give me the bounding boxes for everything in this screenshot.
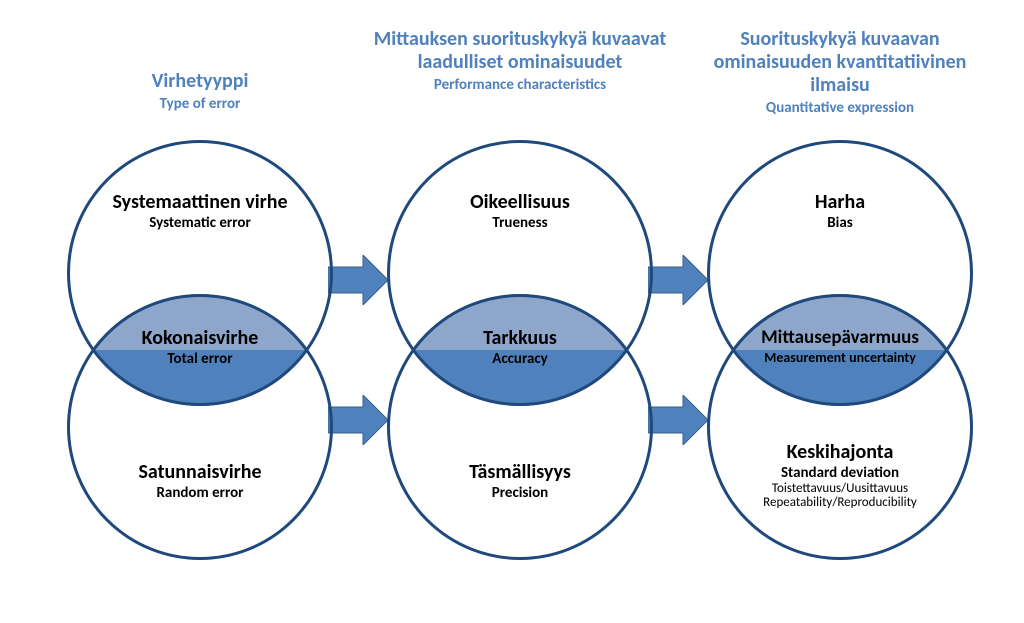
venn2-mid-fi: Tarkkuus — [390, 326, 650, 350]
venn2-top-en: Trueness — [390, 214, 650, 232]
col1-header-fi: Virhetyyppi — [50, 70, 350, 93]
col3-header-fi: Suorituskykyä kuvaavan ominaisuuden kvan… — [690, 28, 990, 97]
col3-header-en: Quantitative expression — [690, 99, 990, 117]
venn1-top-fi: Systemaattinen virhe — [70, 190, 330, 214]
col-header-2: Mittauksen suorituskykyä kuvaavat laadul… — [370, 28, 670, 94]
venn3-top-en: Bias — [710, 214, 970, 232]
venn2-bot-label: Täsmällisyys Precision — [390, 460, 650, 502]
venn2-top-label: Oikeellisuus Trueness — [390, 190, 650, 232]
venn3-bot-extra1: Toistettavuus/Uusittavuus — [710, 482, 970, 496]
venn3-bot-fi: Keskihajonta — [710, 440, 970, 464]
venn3-mid-label: Mittausepävarmuus Measurement uncertaint… — [710, 326, 970, 366]
venn1-mid-fi: Kokonaisvirhe — [70, 326, 330, 350]
venn3-mid-en: Measurement uncertainty — [710, 349, 970, 366]
arrow-1-bottom — [328, 395, 388, 445]
col2-header-en: Performance characteristics — [370, 76, 670, 94]
arrow-2-top — [648, 255, 708, 305]
arrow-1-top — [328, 255, 388, 305]
venn2-mid-en: Accuracy — [390, 350, 650, 368]
venn2-bot-fi: Täsmällisyys — [390, 460, 650, 484]
venn2-top-fi: Oikeellisuus — [390, 190, 650, 214]
venn1-top-en: Systematic error — [70, 214, 330, 232]
arrow-2-bottom — [648, 395, 708, 445]
venn1-bot-en: Random error — [70, 484, 330, 502]
venn3-bot-en: Standard deviation — [710, 464, 970, 482]
venn2-mid-label: Tarkkuus Accuracy — [390, 326, 650, 368]
venn2-bot-en: Precision — [390, 484, 650, 502]
venn3-bot-label: Keskihajonta Standard deviation Toistett… — [710, 440, 970, 511]
venn1-bot-fi: Satunnaisvirhe — [70, 460, 330, 484]
col1-header-en: Type of error — [50, 95, 350, 113]
venn3-top-label: Harha Bias — [710, 190, 970, 232]
venn-2: Oikeellisuus Trueness Tarkkuus Accuracy … — [385, 140, 655, 560]
venn1-mid-en: Total error — [70, 350, 330, 368]
col2-header-fi: Mittauksen suorituskykyä kuvaavat laadul… — [370, 28, 670, 74]
venn3-top-fi: Harha — [710, 190, 970, 214]
venn1-top-label: Systemaattinen virhe Systematic error — [70, 190, 330, 232]
venn-3: Harha Bias Mittausepävarmuus Measurement… — [705, 140, 975, 560]
venn3-mid-fi: Mittausepävarmuus — [710, 326, 970, 349]
venn3-bot-extra2: Repeatability/Reproducibility — [710, 496, 970, 510]
col-header-3: Suorituskykyä kuvaavan ominaisuuden kvan… — [690, 28, 990, 117]
venn1-mid-label: Kokonaisvirhe Total error — [70, 326, 330, 368]
venn1-bot-label: Satunnaisvirhe Random error — [70, 460, 330, 502]
col-header-1: Virhetyyppi Type of error — [50, 70, 350, 113]
venn-1: Systemaattinen virhe Systematic error Ko… — [65, 140, 335, 560]
